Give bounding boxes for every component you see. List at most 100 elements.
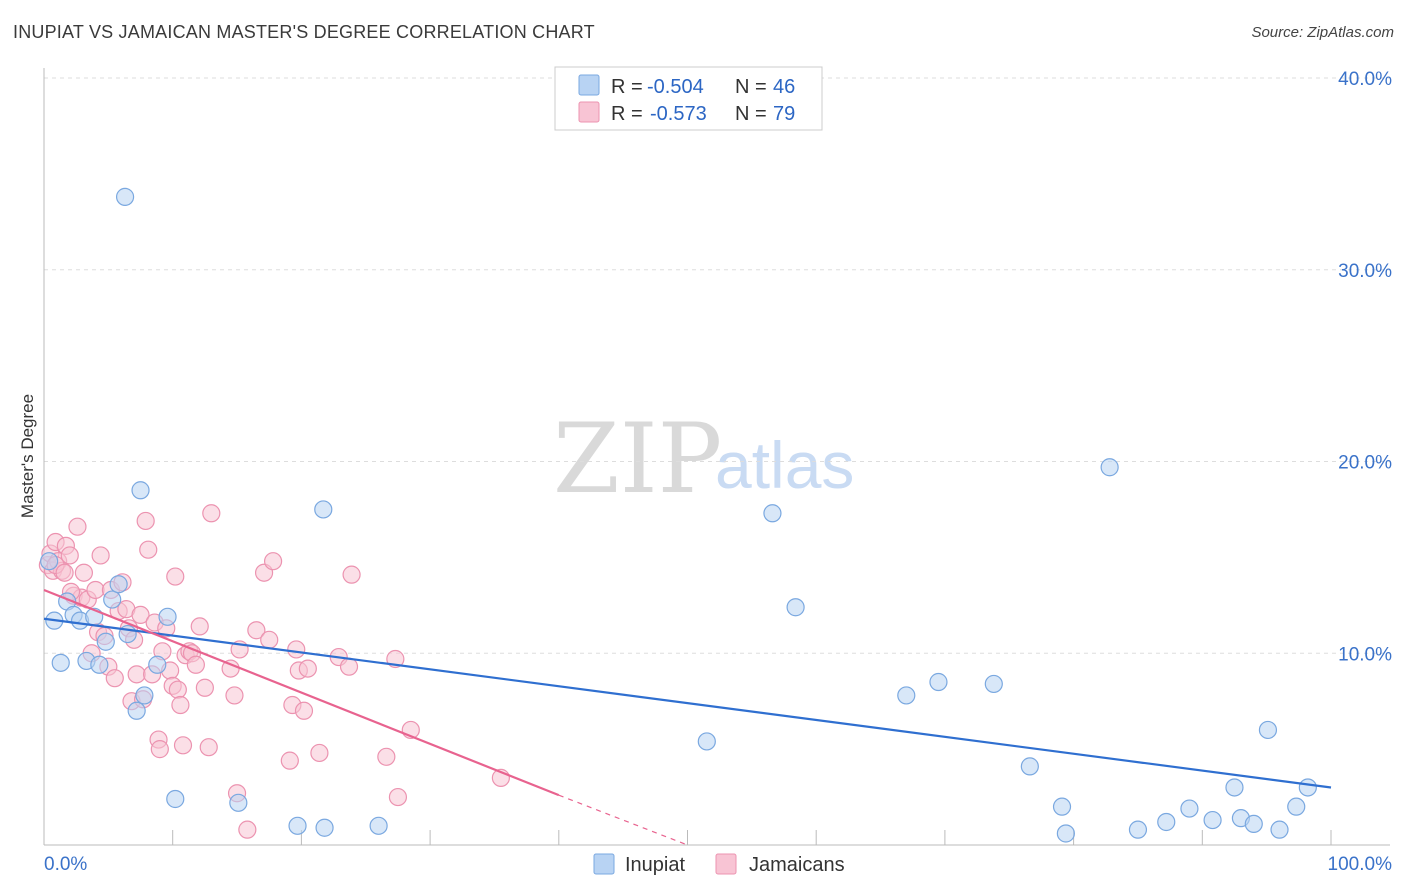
watermark: ZIP atlas bbox=[553, 403, 854, 515]
point-inupiat bbox=[929, 672, 948, 692]
point-jamaicans bbox=[377, 747, 396, 766]
stats-box: R = -0.504 N = 46 R = -0.573 N = 79 bbox=[554, 66, 823, 131]
point-jamaicans bbox=[55, 563, 74, 582]
point-inupiat bbox=[1020, 757, 1039, 776]
point-jamaicans bbox=[166, 567, 185, 586]
point-inupiat bbox=[1157, 812, 1176, 832]
point-jamaicans bbox=[310, 743, 329, 763]
point-inupiat bbox=[1287, 797, 1306, 816]
watermark-zip: ZIP bbox=[553, 403, 722, 515]
series-inupiat bbox=[40, 187, 1317, 843]
x-tick-label-max: 100.0% bbox=[1328, 854, 1393, 875]
stats-r-value-inupiat: -0.504 bbox=[647, 76, 704, 98]
trendlines bbox=[43, 588, 1332, 846]
point-jamaicans bbox=[131, 605, 150, 625]
point-inupiat bbox=[1128, 820, 1148, 839]
point-jamaicans bbox=[136, 511, 155, 531]
trendline-inupiat bbox=[43, 617, 1332, 789]
point-inupiat bbox=[1258, 720, 1278, 740]
point-jamaicans bbox=[294, 701, 314, 720]
x-tick-label-min: 0.0% bbox=[44, 854, 87, 875]
point-inupiat bbox=[51, 653, 70, 672]
point-inupiat bbox=[1100, 458, 1119, 477]
y-axis-label: Master's Degree bbox=[18, 394, 37, 518]
legend-label-jamaicans: Jamaicans bbox=[749, 854, 845, 876]
point-inupiat bbox=[127, 701, 146, 720]
point-inupiat bbox=[90, 655, 109, 674]
point-inupiat bbox=[103, 590, 122, 609]
point-jamaicans bbox=[339, 657, 359, 676]
point-jamaicans bbox=[127, 665, 146, 684]
point-jamaicans bbox=[60, 546, 79, 565]
point-jamaicans bbox=[225, 686, 244, 705]
point-jamaicans bbox=[199, 738, 218, 757]
point-jamaicans bbox=[168, 680, 187, 699]
point-jamaicans bbox=[68, 517, 87, 536]
point-jamaicans bbox=[105, 669, 124, 688]
y-tick-label: 30.0% bbox=[1338, 261, 1392, 282]
y-tick-label: 10.0% bbox=[1338, 644, 1392, 665]
point-inupiat bbox=[109, 575, 128, 594]
point-jamaicans bbox=[247, 621, 266, 640]
point-inupiat bbox=[1244, 814, 1263, 834]
y-tick-labels: 10.0% 20.0% 30.0% 40.0% bbox=[1338, 69, 1392, 665]
point-inupiat bbox=[96, 632, 115, 651]
grid bbox=[44, 77, 1390, 654]
point-inupiat bbox=[229, 793, 248, 812]
point-inupiat bbox=[897, 686, 916, 705]
point-inupiat bbox=[40, 552, 59, 571]
point-jamaicans bbox=[173, 736, 193, 755]
point-jamaicans bbox=[74, 563, 93, 582]
point-jamaicans bbox=[260, 630, 279, 649]
point-inupiat bbox=[315, 818, 334, 837]
point-inupiat bbox=[1270, 820, 1289, 839]
point-jamaicans bbox=[91, 546, 110, 565]
point-inupiat bbox=[314, 500, 333, 519]
watermark-atlas: atlas bbox=[715, 428, 854, 502]
point-jamaicans bbox=[342, 565, 361, 584]
stats-r-label-jamaicans: R = bbox=[611, 103, 643, 125]
stats-swatch-jamaicans bbox=[578, 101, 600, 123]
stats-r-label-inupiat: R = bbox=[611, 76, 643, 98]
point-inupiat bbox=[369, 816, 388, 835]
point-inupiat bbox=[1298, 778, 1317, 797]
axes bbox=[43, 68, 1390, 846]
point-jamaicans bbox=[238, 820, 257, 839]
point-jamaicans bbox=[186, 655, 205, 674]
point-jamaicans bbox=[388, 787, 408, 807]
point-inupiat bbox=[288, 816, 307, 835]
legend-swatch-jamaicans bbox=[715, 853, 737, 875]
point-inupiat bbox=[763, 504, 782, 523]
point-inupiat bbox=[1225, 778, 1244, 797]
point-inupiat bbox=[984, 674, 1003, 694]
point-jamaicans bbox=[195, 678, 214, 697]
stats-n-label-inupiat: N = bbox=[735, 76, 767, 98]
point-inupiat bbox=[1052, 797, 1072, 816]
y-tick-label: 20.0% bbox=[1338, 453, 1392, 474]
legend-label-inupiat: Inupiat bbox=[625, 854, 685, 876]
stats-n-value-jamaicans: 79 bbox=[773, 103, 795, 125]
stats-n-value-inupiat: 46 bbox=[773, 76, 795, 98]
point-jamaicans bbox=[280, 751, 299, 770]
point-jamaicans bbox=[139, 540, 158, 559]
trendline-jamaicans-extension bbox=[558, 794, 688, 846]
point-jamaicans bbox=[150, 740, 169, 759]
source-label: Source: ZipAtlas.com bbox=[1251, 24, 1394, 41]
point-inupiat bbox=[135, 686, 154, 705]
legend: Inupiat Jamaicans bbox=[593, 853, 845, 876]
point-jamaicans bbox=[171, 695, 190, 715]
point-jamaicans bbox=[298, 659, 317, 678]
legend-swatch-inupiat bbox=[593, 853, 615, 875]
point-jamaicans bbox=[287, 640, 306, 659]
point-jamaicans bbox=[86, 580, 105, 600]
point-inupiat bbox=[1180, 799, 1199, 818]
point-inupiat bbox=[115, 187, 135, 206]
point-inupiat bbox=[166, 789, 185, 809]
point-jamaicans bbox=[263, 552, 283, 571]
point-inupiat bbox=[148, 655, 167, 674]
page-title: INUPIAT VS JAMAICAN MASTER'S DEGREE CORR… bbox=[13, 22, 595, 42]
point-inupiat bbox=[786, 598, 805, 617]
stats-n-label-jamaicans: N = bbox=[735, 103, 767, 125]
point-inupiat bbox=[1203, 810, 1222, 830]
